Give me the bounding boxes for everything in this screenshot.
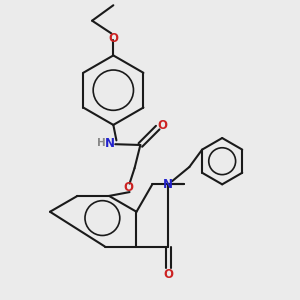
Text: O: O [163, 268, 173, 281]
Text: H: H [98, 138, 106, 148]
Text: O: O [158, 119, 167, 132]
Text: N: N [105, 137, 115, 150]
Text: O: O [108, 32, 118, 45]
Text: N: N [163, 178, 173, 191]
Text: O: O [124, 181, 134, 194]
